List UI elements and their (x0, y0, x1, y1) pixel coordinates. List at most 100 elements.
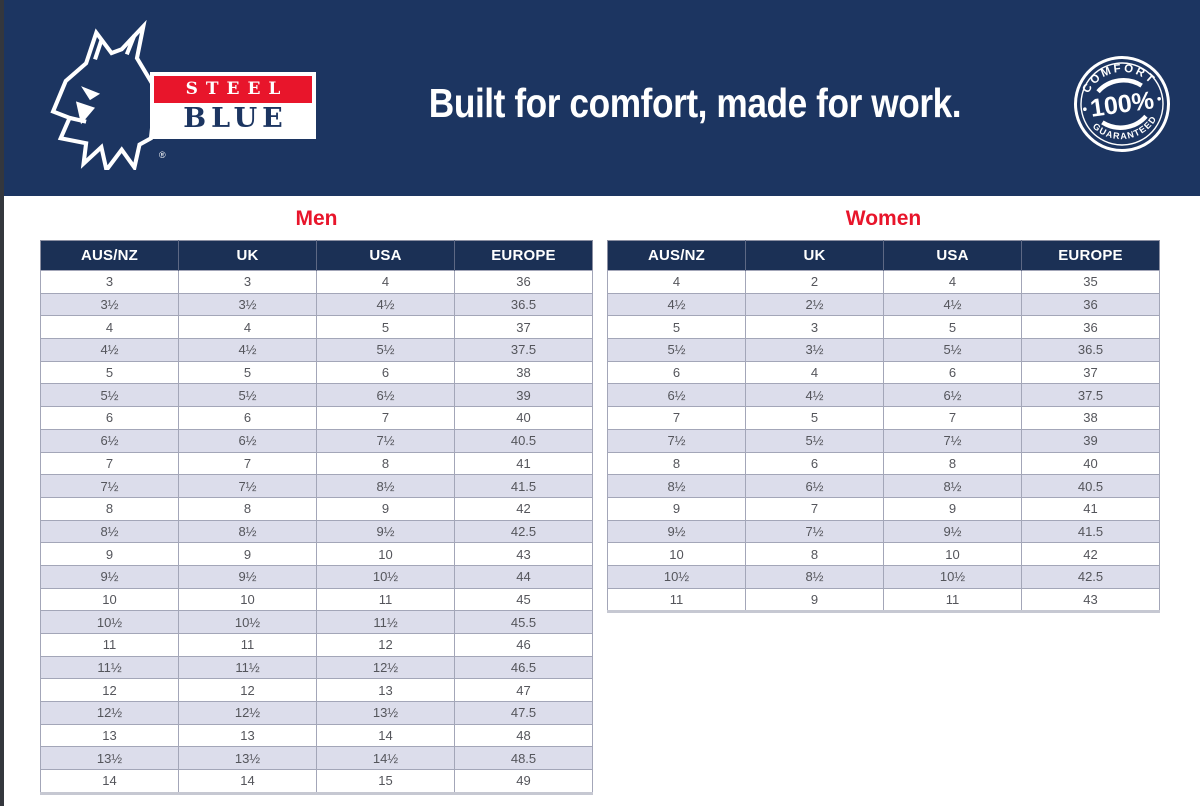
size-cell: 6 (178, 406, 317, 430)
size-cell: 10½ (883, 564, 1022, 589)
size-cell: 39 (454, 383, 593, 408)
size-cell: 40 (1021, 451, 1160, 476)
size-cell: 7 (607, 406, 746, 430)
table-row: 8½ 6½ 8½ 40.5 (607, 474, 1160, 498)
size-cell: 12½ (40, 701, 179, 725)
table-row: 9½ 7½ 9½ 41.5 (607, 519, 1160, 544)
size-cell: 8 (883, 451, 1022, 476)
size-cell: 8½ (883, 474, 1022, 498)
size-cell: 7 (316, 406, 455, 430)
size-cell: 37 (454, 315, 593, 340)
size-cell: 36.5 (1021, 338, 1160, 362)
size-cell: 46 (454, 633, 593, 657)
size-cell: 10½ (178, 610, 317, 634)
table-row: 9 7 9 41 (607, 496, 1160, 521)
size-cell: 4 (745, 360, 884, 385)
column-header-usa: USA (316, 240, 455, 271)
size-cell: 10 (40, 587, 179, 612)
table-row: 13½ 13½ 14½ 48.5 (40, 746, 593, 771)
size-cell: 3 (745, 315, 884, 340)
size-cell: 4½ (883, 292, 1022, 317)
size-cell: 10½ (316, 564, 455, 589)
table-row: 5½ 5½ 6½ 39 (40, 383, 593, 408)
table-row: 6 4 6 37 (607, 360, 1160, 385)
size-cell: 7½ (40, 474, 179, 498)
size-cell: 4 (316, 270, 455, 294)
size-cell: 7½ (883, 428, 1022, 453)
size-cell: 9½ (178, 564, 317, 589)
size-cell: 9½ (883, 519, 1022, 544)
table-row: 4 2 4 35 (607, 270, 1160, 294)
size-cell: 9 (316, 496, 455, 521)
table-row: 10 8 10 42 (607, 542, 1160, 566)
size-cell: 11½ (316, 610, 455, 634)
size-cell: 6½ (178, 428, 317, 453)
size-cell: 39 (1021, 428, 1160, 453)
size-cell: 5 (745, 406, 884, 430)
wordmark-blue: BLUE (154, 103, 312, 135)
size-cell: 41.5 (454, 474, 593, 498)
size-cell: 10 (316, 542, 455, 566)
size-cell: 9 (40, 542, 179, 566)
size-cell: 45.5 (454, 610, 593, 634)
size-cell: 10 (178, 587, 317, 612)
size-cell: 9 (745, 587, 884, 613)
table-row: 3 3 4 36 (40, 270, 593, 294)
size-cell: 47 (454, 678, 593, 703)
size-cell: 45 (454, 587, 593, 612)
size-cell: 3½ (178, 292, 317, 317)
table-row: 8 8 9 42 (40, 496, 593, 521)
size-cell: 8½ (178, 519, 317, 544)
size-cell: 9½ (607, 519, 746, 544)
size-cell: 43 (1021, 587, 1160, 613)
size-cell: 13½ (316, 701, 455, 725)
size-cell: 5½ (607, 338, 746, 362)
size-cell: 6½ (607, 383, 746, 408)
size-cell: 11 (178, 633, 317, 657)
screen-edge (0, 0, 4, 806)
table-row: 4½ 4½ 5½ 37.5 (40, 338, 593, 362)
size-cell: 43 (454, 542, 593, 566)
size-cell: 42.5 (454, 519, 593, 544)
size-cell: 11½ (40, 655, 179, 680)
size-cell: 41.5 (1021, 519, 1160, 544)
women-size-table: AUS/NZ UK USA EUROPE 4 2 4 35 4½ 2½ 4½ 36 5 3 5 36 5½ 3½… (607, 240, 1160, 614)
size-cell: 8½ (607, 474, 746, 498)
size-cell: 37.5 (454, 338, 593, 362)
size-cell: 11 (316, 587, 455, 612)
size-cell: 36 (1021, 292, 1160, 317)
size-cell: 36 (1021, 315, 1160, 340)
size-cell: 7 (745, 496, 884, 521)
table-row: 10 10 11 45 (40, 587, 593, 612)
size-cell: 5 (883, 315, 1022, 340)
column-header-usa: USA (883, 240, 1022, 271)
table-row: 11½ 11½ 12½ 46.5 (40, 655, 593, 680)
men-size-table: AUS/NZ UK USA EUROPE 3 3 4 36 3½ 3½ 4½ 36.5 4 4 5 37 4½… (40, 240, 593, 795)
column-header-europe: EUROPE (454, 240, 593, 271)
size-cell: 38 (454, 360, 593, 385)
size-cell: 3 (40, 270, 179, 294)
column-header-ausnz: AUS/NZ (40, 240, 179, 271)
column-header-uk: UK (178, 240, 317, 271)
size-cell: 6 (40, 406, 179, 430)
table-row: 14 14 15 49 (40, 769, 593, 794)
size-cell: 36.5 (454, 292, 593, 317)
table-row: 12½ 12½ 13½ 47.5 (40, 701, 593, 725)
size-cell: 8½ (316, 474, 455, 498)
size-cell: 12 (178, 678, 317, 703)
size-cell: 2 (745, 270, 884, 294)
size-cell: 49 (454, 769, 593, 794)
size-cell: 13½ (40, 746, 179, 771)
size-cell: 8 (178, 496, 317, 521)
size-cell: 4 (40, 315, 179, 340)
size-cell: 44 (454, 564, 593, 589)
size-cell: 5½ (40, 383, 179, 408)
size-cell: 9 (607, 496, 746, 521)
size-cell: 3½ (40, 292, 179, 317)
men-table-header: AUS/NZ UK USA EUROPE (40, 240, 593, 271)
table-row: 8 6 8 40 (607, 451, 1160, 476)
table-row: 5 3 5 36 (607, 315, 1160, 340)
size-cell: 7½ (316, 428, 455, 453)
column-header-uk: UK (745, 240, 884, 271)
